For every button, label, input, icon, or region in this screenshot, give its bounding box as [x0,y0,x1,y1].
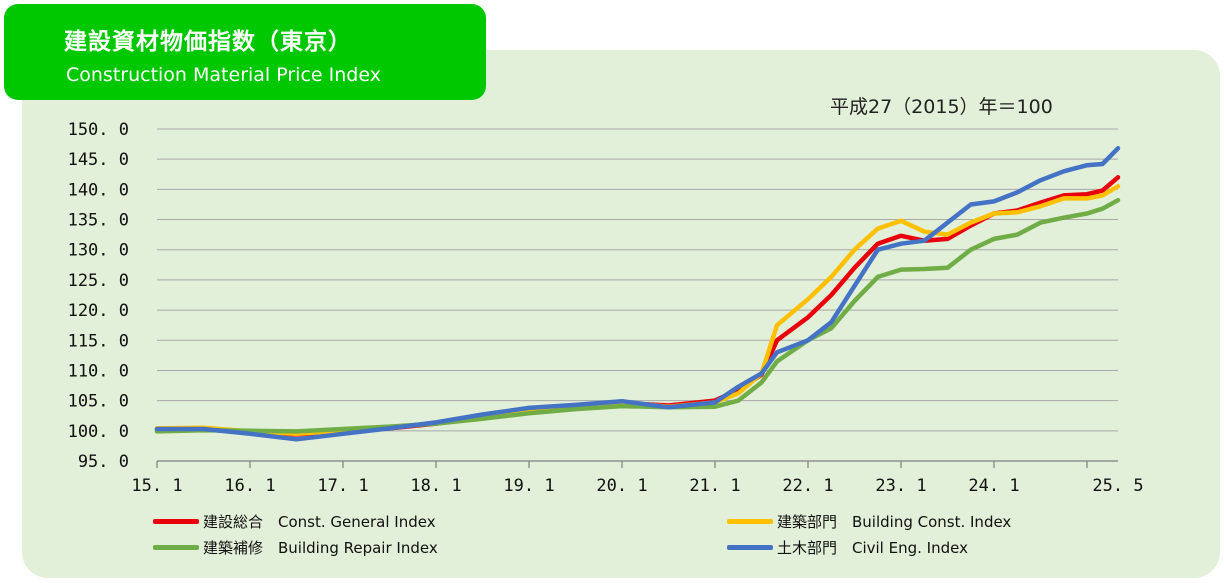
y-tick-label: 110. 0 [68,361,129,381]
series-line-repair [154,197,1121,434]
x-tick-labels: 15. 1 16. 1 17. 1 18. 1 19. 1 20. 1 21. 1 22. 1… [131,476,1143,496]
chart-title: 建設資材物価指数（東京） [64,29,352,55]
y-tick-label: 130. 0 [68,241,129,261]
y-tick-label: 100. 0 [68,422,129,442]
y-tick-label: 125. 0 [68,271,129,291]
x-tick-label: 22. 1 [782,476,833,496]
x-tick-label: 25. 5 [1092,476,1143,496]
base-year-note: 平成27（2015）年＝100 [830,96,1053,118]
x-tick-label: 19. 1 [503,476,554,496]
series-line-general [154,175,1121,437]
y-tick-labels: 150. 0 145. 0 140. 0 135. 0 130. 0 125. 0 120.… [68,120,129,472]
chart-subtitle: Construction Material Price Index [66,64,381,86]
series-line-civil [154,146,1121,442]
y-tick-label: 145. 0 [68,150,129,170]
title-box: 建設資材物価指数（東京） Construction Material Price… [4,4,486,100]
y-tick-label: 95. 0 [78,452,129,472]
x-tick-label: 17. 1 [317,476,368,496]
x-tick-label: 21. 1 [689,476,740,496]
gridlines [157,128,1118,462]
x-tick-label: 18. 1 [410,476,461,496]
axes [156,460,1118,468]
y-tick-label: 120. 0 [68,301,129,321]
y-tick-label: 115. 0 [68,331,129,351]
x-tick-label: 15. 1 [131,476,182,496]
x-tick-label: 16. 1 [224,476,275,496]
x-tick-label: 23. 1 [875,476,926,496]
y-tick-label: 140. 0 [68,180,129,200]
x-tick-label: 24. 1 [968,476,1019,496]
chart-panel [22,50,1220,578]
series-lines [154,146,1121,442]
x-tick-label: 20. 1 [596,476,647,496]
y-tick-label: 150. 0 [68,120,129,140]
y-tick-label: 135. 0 [68,211,129,231]
y-tick-label: 105. 0 [68,392,129,412]
